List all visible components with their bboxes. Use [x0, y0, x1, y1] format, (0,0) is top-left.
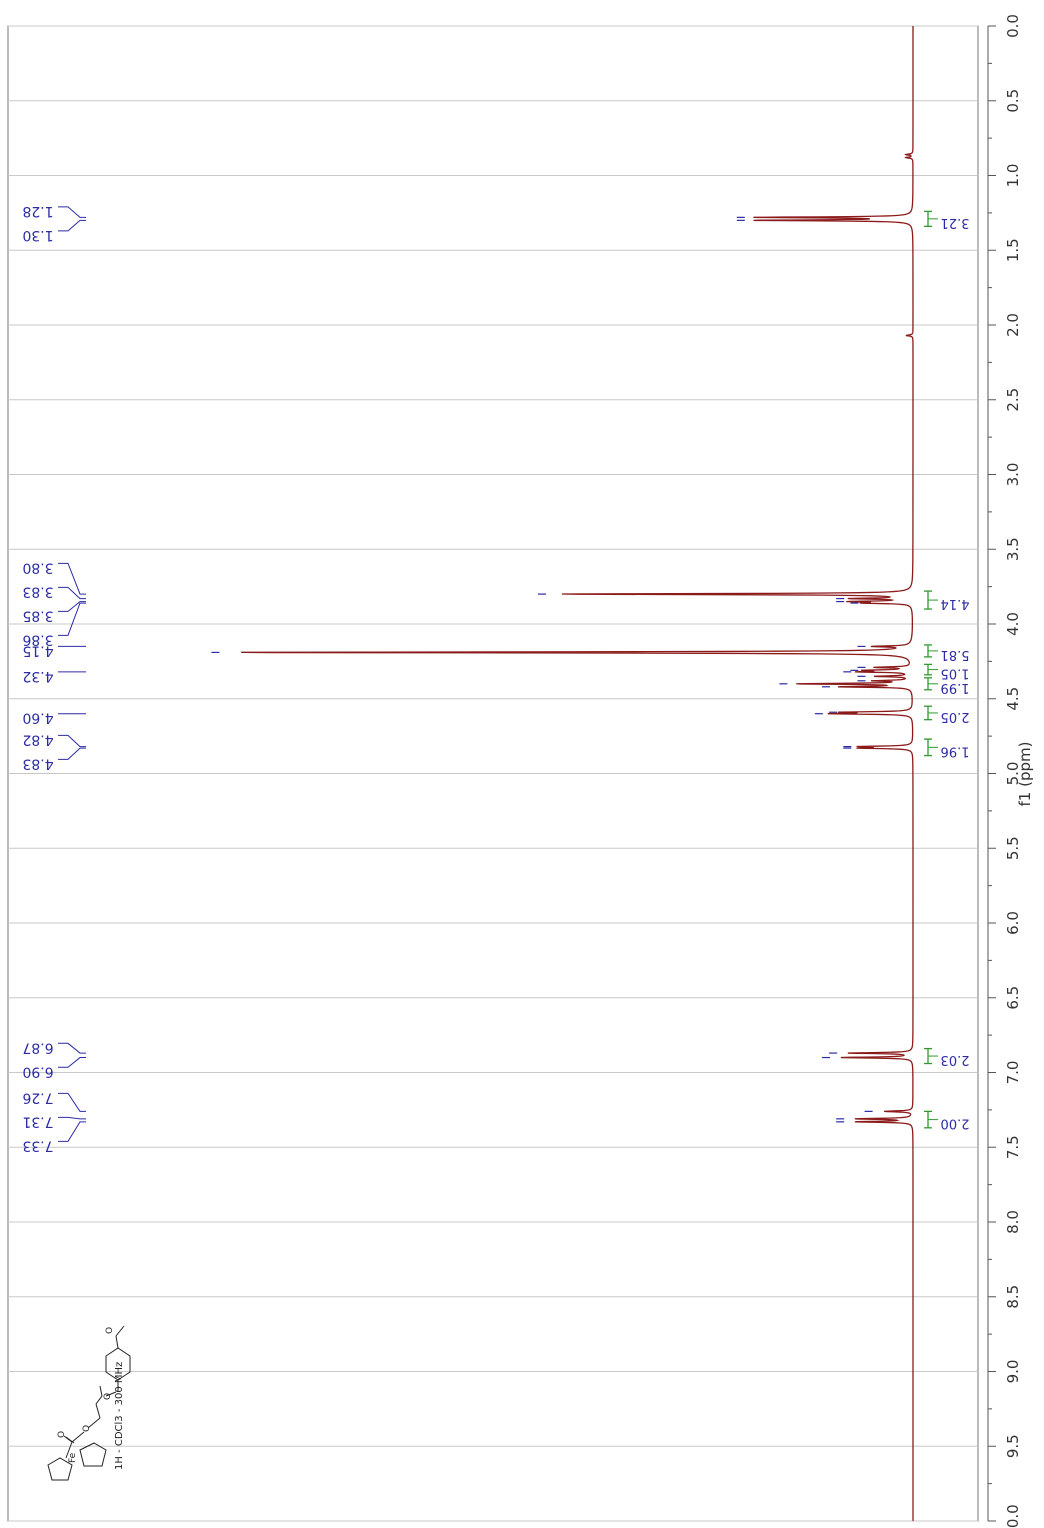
peak-label: 4.15: [22, 642, 53, 658]
tick-label: 5.0: [1004, 762, 1022, 786]
grid-lines: [8, 25, 978, 1522]
peak-label: 6.90: [22, 1063, 53, 1079]
tick-label: 8.5: [1004, 1285, 1022, 1309]
axis-ticks: 0.0 0.5 1.0 1.5 2.0 2.5 3.0 3.5 4.0 4.5 5.0 5.5 6.0 6…: [988, 14, 1022, 1528]
integral-value: 5.81: [941, 647, 970, 662]
peak-label-connector: [58, 747, 86, 760]
tick-label: 8.0: [1004, 1210, 1022, 1234]
peak-label-connector: [58, 586, 86, 600]
integral-value: 2.05: [941, 709, 970, 724]
molecule-o-label-2: O: [82, 1425, 92, 1432]
spectrum-trace: [241, 26, 914, 1521]
peak-label-connector: [58, 601, 86, 612]
integral-value: 4.14: [941, 596, 970, 611]
tick-label: 3.0: [1004, 463, 1022, 487]
peak-label-connector: [58, 1042, 86, 1054]
tick-label: 10.0: [1004, 1504, 1022, 1528]
tick-label: 1.5: [1004, 238, 1022, 262]
integral-value: 1.96: [941, 743, 970, 758]
peak-labels: 1.28 1.30 3.80 3.83 3.85 3.864.15 4.32 4.60 4.82…: [22, 203, 86, 1153]
tick-label: 2.5: [1004, 388, 1022, 412]
integral-value: 1.99: [941, 680, 970, 695]
peak-label: 7.26: [22, 1089, 53, 1105]
tick-label: 7.0: [1004, 1061, 1022, 1085]
tick-label: 4.0: [1004, 612, 1022, 636]
peak-picks: [211, 216, 873, 1123]
peak-label: 1.30: [22, 227, 53, 243]
peak-label: 3.80: [22, 559, 53, 575]
tick-label: 0.5: [1004, 89, 1022, 113]
integrals: 3.21 4.14 5.81 1.051.99 2.05 1.96 2.03 2.00: [924, 210, 970, 1131]
peak-label: 3.86: [22, 631, 53, 647]
peak-label-connector: [58, 602, 86, 636]
axis-title: f1 (ppm): [1016, 742, 1034, 807]
tick-label: 9.5: [1004, 1434, 1022, 1458]
tick-label: 5.5: [1004, 836, 1022, 860]
peak-label: 4.60: [22, 710, 53, 726]
peak-label: 4.32: [22, 668, 53, 684]
peak-label-connector: [58, 734, 86, 748]
tick-label: 6.5: [1004, 986, 1022, 1010]
tick-label: 7.5: [1004, 1135, 1022, 1159]
tick-label: 2.0: [1004, 313, 1022, 337]
molecule-fe-label: Fe: [68, 1452, 78, 1463]
peak-label: 4.82: [22, 731, 53, 747]
peak-label-connector: [58, 1121, 86, 1142]
integral-value: 2.03: [941, 1052, 970, 1067]
peak-label-connector: [58, 1116, 86, 1120]
tick-label: 9.0: [1004, 1360, 1022, 1384]
peak-label-connector: [58, 219, 86, 232]
peak-label: 1.28: [22, 203, 53, 219]
peak-label-connector: [58, 562, 86, 595]
molecule-structure: Fe O O O O: [47, 1325, 131, 1481]
molecule-o-label-1: O: [57, 1431, 67, 1438]
peak-label-connector: [58, 1057, 86, 1068]
tick-label: 3.5: [1004, 537, 1022, 561]
integral-value: 2.00: [941, 1116, 970, 1131]
tick-label: 1.0: [1004, 164, 1022, 188]
peak-label: 6.87: [22, 1039, 53, 1055]
peak-label: 7.33: [22, 1137, 53, 1153]
integral-value: 3.21: [941, 215, 970, 230]
molecule-o-label-3: O: [103, 1393, 113, 1400]
tick-label: 4.5: [1004, 687, 1022, 711]
peak-label: 4.83: [22, 755, 53, 771]
tick-label: 0.0: [1004, 14, 1022, 38]
peak-label-connector: [58, 1092, 86, 1112]
peak-label: 3.85: [22, 607, 53, 623]
molecule-o-label-4: O: [105, 1327, 115, 1334]
integral-value: 1.05: [941, 666, 970, 681]
tick-label: 6.0: [1004, 911, 1022, 935]
peak-label: 7.31: [22, 1113, 53, 1129]
spectrum-caption: 1H - CDCl3 - 300 MHz: [114, 1362, 125, 1470]
peak-label: 3.83: [22, 583, 53, 599]
peak-label-connector: [58, 206, 86, 218]
